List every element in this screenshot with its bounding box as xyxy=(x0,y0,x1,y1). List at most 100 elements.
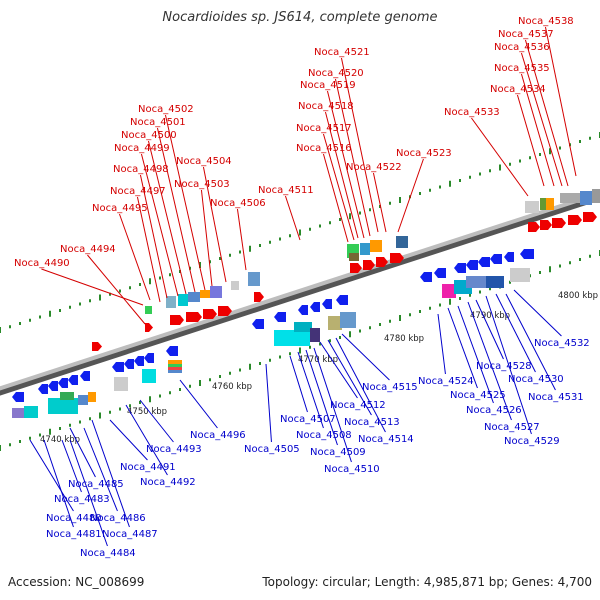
gene-feature-box xyxy=(200,290,210,298)
tick-mark xyxy=(379,323,381,326)
kbp-label: 4750 kbp xyxy=(127,407,167,417)
forward-gene-label: Noca_4501 xyxy=(130,117,186,128)
tick-mark xyxy=(409,313,411,317)
gene-feature-box xyxy=(88,392,96,402)
gene-feature-box xyxy=(24,406,38,418)
reverse-gene-arrow xyxy=(274,312,286,322)
tick-mark xyxy=(9,325,11,329)
forward-gene-arrow xyxy=(254,292,264,302)
tick-mark xyxy=(269,240,271,244)
label-connector xyxy=(467,301,512,421)
forward-gene-arrow xyxy=(218,306,232,316)
gene-feature-box xyxy=(370,240,382,252)
label-connector xyxy=(397,158,424,233)
forward-gene-label: Noca_4520 xyxy=(308,68,364,79)
tick-mark xyxy=(139,401,141,404)
backbone-highlight xyxy=(0,191,600,391)
tick-mark xyxy=(359,211,361,215)
tick-mark xyxy=(109,292,111,296)
reverse-gene-label: Noca_4531 xyxy=(528,392,584,403)
tick-mark xyxy=(9,443,11,447)
forward-gene-label: Noca_4522 xyxy=(346,162,402,173)
gene-feature-box xyxy=(540,198,546,210)
forward-gene-arrow xyxy=(528,222,540,232)
label-connector xyxy=(265,363,272,443)
forward-gene-label: Noca_4500 xyxy=(121,130,177,141)
label-connector xyxy=(495,293,536,373)
tick-mark xyxy=(79,420,81,424)
tick-mark xyxy=(589,136,591,140)
tick-mark xyxy=(489,287,491,291)
reverse-gene-arrow xyxy=(420,272,432,282)
tick-mark xyxy=(369,208,371,212)
genome-backbone xyxy=(0,191,600,396)
tick-mark xyxy=(0,445,1,451)
label-connector xyxy=(297,351,324,429)
tick-mark xyxy=(79,302,81,306)
tick-mark xyxy=(319,342,321,346)
reverse-gene-arrow xyxy=(310,302,320,312)
label-connector xyxy=(41,268,144,306)
gene-feature-box xyxy=(168,367,182,370)
reverse-gene-label: Noca_4505 xyxy=(244,444,300,455)
label-connector xyxy=(179,379,218,429)
tick-mark xyxy=(429,306,431,310)
tick-mark xyxy=(19,440,21,443)
forward-gene-label: Noca_4533 xyxy=(444,107,500,118)
tick-mark xyxy=(389,319,391,323)
tick-mark xyxy=(299,229,301,236)
forward-gene-label: Noca_4511 xyxy=(258,185,314,196)
label-connector xyxy=(200,189,213,287)
label-connector xyxy=(505,293,556,391)
forward-gene-label: Noca_4534 xyxy=(490,84,546,95)
reverse-gene-arrow xyxy=(252,319,264,329)
reverse-gene-arrow xyxy=(454,263,466,273)
label-connector xyxy=(326,90,365,239)
tick-mark xyxy=(289,352,291,356)
label-connector xyxy=(324,111,359,239)
gene-feature-box xyxy=(188,292,200,302)
forward-gene-label: Noca_4516 xyxy=(296,143,352,154)
reverse-gene-arrow xyxy=(478,257,490,267)
tick-mark xyxy=(329,339,331,343)
reverse-gene-arrow xyxy=(322,299,332,309)
tick-mark xyxy=(219,257,221,260)
label-connector xyxy=(372,172,387,233)
tick-mark xyxy=(579,258,581,261)
reverse-gene-label: Noca_4493 xyxy=(146,444,202,455)
tick-mark xyxy=(399,197,401,203)
tick-mark xyxy=(559,146,561,150)
tick-mark xyxy=(489,169,491,173)
label-connector xyxy=(83,427,118,512)
reverse-gene-label: Noca_4512 xyxy=(330,400,386,411)
reverse-gene-label: Noca_4529 xyxy=(504,436,560,447)
reverse-gene-arrow xyxy=(80,371,90,381)
reverse-gene-label: Noca_4508 xyxy=(296,430,352,441)
tick-mark xyxy=(229,371,231,375)
tick-mark xyxy=(279,237,281,241)
kbp-label: 4760 kbp xyxy=(212,382,252,392)
gene-feature-box xyxy=(396,236,408,248)
forward-gene-arrow xyxy=(170,315,184,325)
label-connector xyxy=(447,307,478,389)
gene-feature-box xyxy=(145,306,152,314)
gene-feature-box xyxy=(546,198,554,210)
label-connector xyxy=(118,213,151,301)
tick-mark xyxy=(339,218,341,221)
reverse-gene-arrow xyxy=(490,254,502,264)
reverse-gene-label: Noca_4509 xyxy=(310,447,366,458)
map-title: Nocardioides sp. JS614, complete genome xyxy=(162,10,438,25)
forward-gene-label: Noca_4495 xyxy=(92,203,148,214)
kbp-label: 4790 kbp xyxy=(470,311,510,321)
tick-mark xyxy=(509,280,511,284)
kbp-label: 4780 kbp xyxy=(384,334,424,344)
tick-mark xyxy=(589,254,591,258)
reverse-gene-arrow xyxy=(336,295,348,305)
forward-gene-label: Noca_4497 xyxy=(110,186,166,197)
label-connector xyxy=(524,39,569,187)
forward-gene-labels: Noca_4490 Noca_4494 Noca_4495 Noca_4497 Noca… xyxy=(14,16,577,325)
gene-feature-box xyxy=(231,281,239,290)
forward-gene-arrow xyxy=(350,263,362,273)
tick-mark xyxy=(259,244,261,247)
